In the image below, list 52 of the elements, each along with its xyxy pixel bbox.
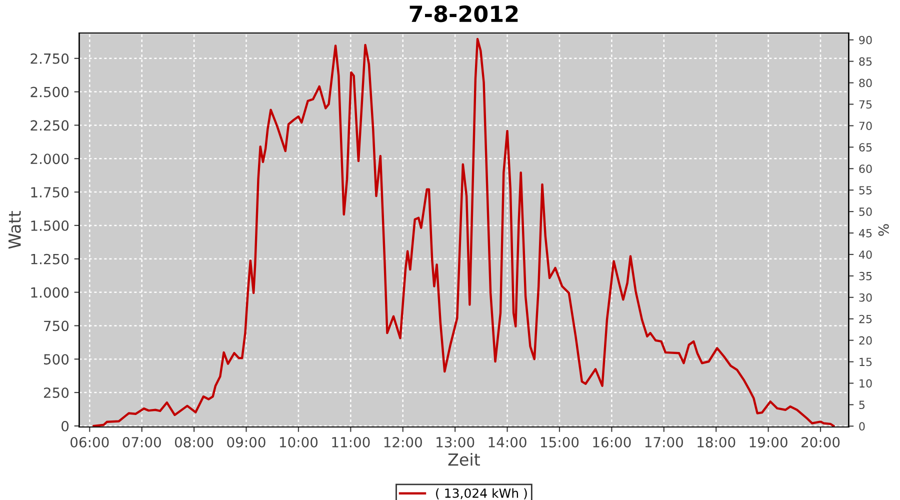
y2-tick-label: 25 [859,314,872,324]
x-tick-label: 18:00 [698,436,736,448]
y2-tick-label: 60 [859,164,872,174]
y-axis-title: Watt [8,211,21,249]
y-tick-label: 2.500 [30,86,69,98]
y2-tick-label: 70 [859,122,872,130]
x-tick-label: 06:00 [70,436,109,448]
y-tick-label: 1.250 [31,254,69,264]
y2-tick-label: 80 [859,78,872,88]
x-tick-label: 10:00 [280,436,318,448]
y2-tick-label: 55 [859,186,872,194]
y2-tick-label: 90 [859,36,872,44]
x-tick-label: 20:00 [802,436,840,448]
y2-tick-label: 15 [860,358,872,366]
x-tick-label: 11:00 [332,436,370,448]
y2-axis-title: % [878,224,889,236]
y2-tick-label: 35 [859,272,872,280]
line-series [92,38,835,427]
y2-tick-label: 40 [858,250,872,259]
y-tick-label: 1.750 [31,187,69,198]
x-tick-label: 15:00 [540,436,579,448]
y2-tick-label: 45 [858,229,872,238]
y2-tick-label: 85 [859,57,872,66]
y-tick-label: 2.750 [30,53,69,64]
y-tick-label: 0 [62,420,69,432]
y-tick-label: 1.500 [31,220,69,231]
y2-tick-label: 10 [860,379,872,388]
x-axis-title: Zeit [448,452,480,466]
y2-tick-label: 30 [859,293,872,302]
x-tick-label: 16:00 [593,436,631,448]
y2-tick-label: 50 [859,208,872,216]
x-tick-label: 13:00 [436,436,474,448]
x-tick-label: 12:00 [384,436,422,448]
y2-tick-label: 65 [859,143,872,152]
x-tick-label: 09:00 [227,436,266,448]
x-tick-label: 17:00 [645,436,683,448]
y-tick-label: 2.250 [30,120,69,131]
x-tick-label: 08:00 [174,436,214,448]
y2-tick-label: 75 [859,100,872,109]
x-tick-label: 19:00 [750,436,788,448]
x-tick-label: 14:00 [488,436,526,448]
chart-title: 7-8-2012 [410,5,518,22]
y-tick-label: 2.000 [30,154,69,164]
y2-tick-label: 0 [859,422,865,431]
y2-tick-label: 5 [859,400,865,410]
y-tick-label: 1.000 [31,287,69,298]
legend-label: ( 13,024 kWh ) [436,488,527,500]
y-tick-label: 250 [44,387,69,398]
y2-tick-label: 20 [859,336,872,345]
y-tick-label: 500 [44,354,69,365]
x-tick-label: 07:00 [122,436,161,448]
y-tick-label: 750 [44,320,69,332]
